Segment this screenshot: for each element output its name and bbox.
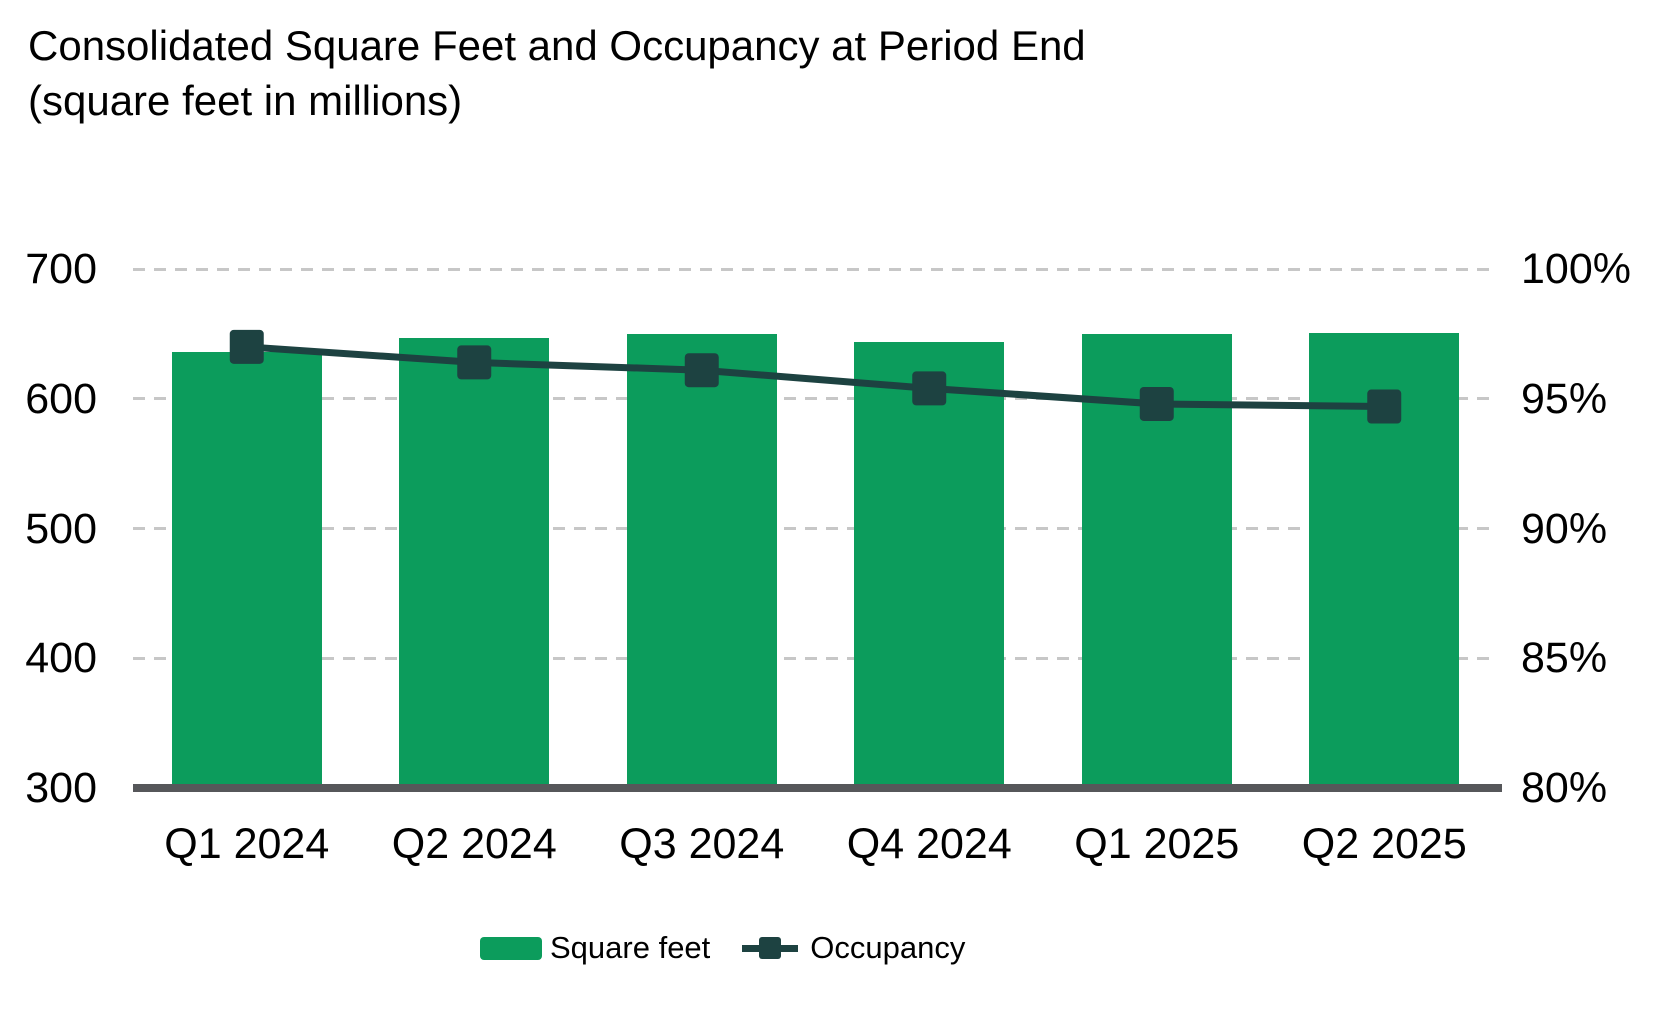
y-right-label-95pct: 95% (1521, 374, 1608, 423)
y-left-label-300: 300 (25, 764, 97, 812)
y-left-label-700: 700 (25, 245, 97, 293)
occupancy-line (246, 343, 1385, 411)
occupancy-marker-q3-2024 (684, 353, 719, 388)
square-feet-legend-label: Square feet (550, 930, 711, 965)
x-label-q1-2025: Q1 2025 (1074, 820, 1240, 868)
x-label-q2-2025: Q2 2025 (1301, 820, 1467, 868)
bar-q3-2024 (626, 333, 777, 788)
bar-q1-2024 (171, 352, 322, 788)
y-right-label-90pct: 90% (1521, 504, 1608, 553)
y-left-label-600: 600 (25, 374, 97, 423)
y-right-label-100pct: 100% (1521, 245, 1631, 293)
x-label-q1-2024: Q1 2024 (164, 820, 330, 868)
y-right-label-80pct: 80% (1521, 764, 1608, 812)
gridline-600 (133, 397, 1498, 401)
x-label-q2-2024: Q2 2024 (391, 820, 557, 868)
occupancy-marker-q2-2024 (457, 345, 492, 380)
occupancy-marker-q4-2024 (912, 371, 947, 406)
y-right-label-85pct: 85% (1521, 634, 1608, 683)
occupancy-marker-q2-2025 (1367, 389, 1402, 424)
x-label-q4-2024: Q4 2024 (846, 820, 1012, 868)
legend: Square feet Occupancy (480, 922, 965, 974)
bar-q2-2024 (399, 337, 550, 788)
y-left-label-400: 400 (25, 634, 97, 683)
occupancy-legend-marker-icon (759, 937, 782, 959)
x-label-q3-2024: Q3 2024 (619, 820, 785, 868)
bar-q4-2024 (854, 341, 1005, 788)
occupancy-marker-q1-2024 (229, 329, 264, 364)
chart-title: Consolidated Square Feet and Occupancy a… (28, 22, 1086, 69)
chart-subtitle: (square feet in millions) (28, 77, 463, 124)
occupancy-line-layer (229, 329, 1402, 424)
x-axis-line (133, 784, 1502, 792)
square-feet-legend-swatch-icon (480, 936, 542, 960)
occupancy-marker-q1-2025 (1139, 386, 1174, 421)
gridline-700 (133, 267, 1498, 271)
occupancy-legend-symbol-icon (742, 931, 799, 965)
gridline-500 (133, 527, 1498, 530)
gridline-400 (133, 656, 1498, 660)
occupancy-legend-label: Occupancy (810, 930, 966, 965)
y-left-label-500: 500 (25, 504, 97, 553)
